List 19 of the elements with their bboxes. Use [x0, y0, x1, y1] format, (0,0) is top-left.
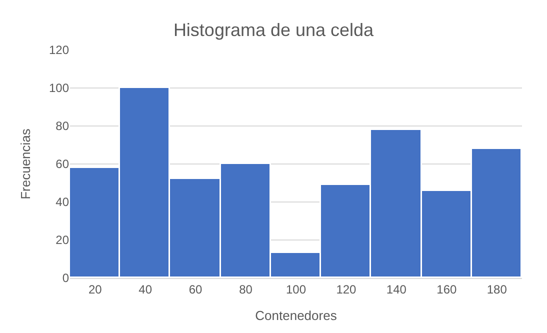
y-axis-title: Frecuencias	[18, 128, 33, 200]
x-axis-title: Contenedores	[255, 308, 338, 323]
y-tick-label: 40	[56, 195, 70, 210]
x-tick-label: 40	[138, 282, 152, 296]
x-tick-label: 180	[486, 282, 508, 296]
y-tick-label: 0	[62, 271, 70, 286]
x-tick-label: 140	[386, 282, 407, 296]
x-tick-label: 60	[188, 282, 203, 296]
x-tick-label: 20	[88, 282, 102, 296]
x-tick-label: 100	[286, 282, 306, 296]
chart-title: Histograma de una celda	[173, 20, 375, 40]
y-tick-label: 120	[48, 43, 70, 58]
y-tick-label: 80	[56, 119, 70, 134]
x-tick-label: 160	[436, 282, 457, 296]
y-tick-label: 60	[56, 157, 70, 172]
y-tick-label: 20	[56, 233, 70, 248]
x-tick-label: 80	[239, 282, 253, 296]
y-tick-label: 100	[48, 81, 70, 96]
x-tick-label: 120	[336, 282, 357, 296]
